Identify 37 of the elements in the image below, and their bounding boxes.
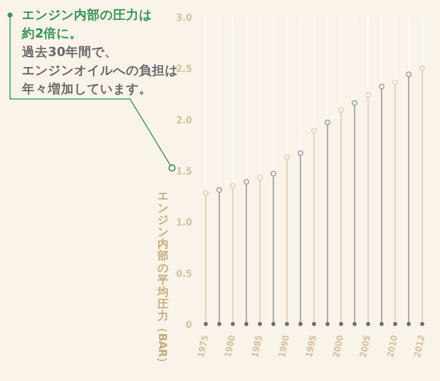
x-tick-label: 1990	[278, 334, 292, 359]
y-tick-label: 2.5	[176, 64, 192, 76]
text: エンジンオイルへの負担は年々増加しています。	[21, 62, 178, 96]
point	[378, 84, 385, 90]
point	[419, 65, 426, 72]
x-tick-label: 2005	[358, 334, 374, 359]
text: 過去30年間で、	[22, 44, 118, 59]
point	[284, 154, 290, 160]
y-tick-label: 2.0	[176, 115, 192, 126]
point	[406, 71, 412, 78]
point	[230, 182, 236, 189]
point	[298, 150, 304, 156]
point	[243, 178, 250, 185]
y-tick-label: 1.0	[176, 218, 192, 229]
text: エンジン内部の平均圧力（BAR）	[156, 190, 169, 368]
x-tick-label: 1995	[304, 334, 320, 359]
x-tick-label: 2010	[386, 334, 401, 359]
y-tick-label: 0.5	[176, 268, 192, 280]
x-tick-label: 1980	[224, 334, 238, 359]
y-tick-label: 3.0	[176, 13, 192, 24]
point	[311, 128, 317, 134]
x-tick-label: 1975	[196, 334, 212, 359]
point	[392, 80, 398, 86]
point	[256, 174, 263, 181]
x-tick-label: 2000	[332, 334, 346, 359]
point	[202, 190, 209, 196]
point	[270, 170, 276, 176]
text: エンジン内部の圧力は約2倍に。	[21, 7, 152, 40]
point	[352, 100, 358, 106]
point	[338, 107, 344, 114]
point	[365, 92, 372, 98]
point	[216, 187, 222, 193]
y-tick-label: 0	[186, 320, 192, 331]
point	[324, 120, 330, 126]
x-tick-label: 2012	[413, 334, 428, 359]
y-tick-label: 1.5	[176, 166, 192, 178]
x-tick-label: 1985	[250, 334, 266, 359]
